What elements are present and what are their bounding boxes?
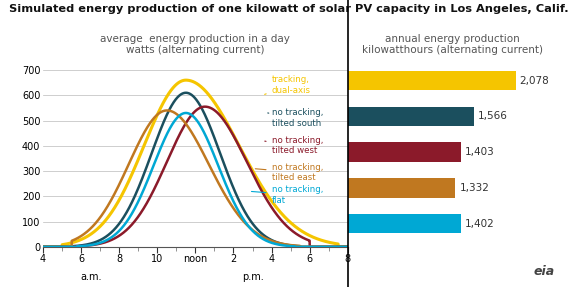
Text: tracking,
dual-axis: tracking, dual-axis xyxy=(264,75,310,95)
Text: 1,332: 1,332 xyxy=(459,183,489,193)
Text: a.m.: a.m. xyxy=(80,272,101,282)
Bar xyxy=(348,178,455,198)
Text: Simulated energy production of one kilowatt of solar PV capacity in Los Angeles,: Simulated energy production of one kilow… xyxy=(9,4,568,14)
Bar xyxy=(348,106,474,126)
Bar xyxy=(348,142,461,162)
Text: no tracking,
tilted west: no tracking, tilted west xyxy=(264,136,323,156)
Bar xyxy=(348,71,516,90)
Text: noon: noon xyxy=(183,272,208,282)
Title: annual energy production
kilowatthours (alternating current): annual energy production kilowatthours (… xyxy=(362,34,543,55)
Title: average  energy production in a day
watts (alternating current): average energy production in a day watts… xyxy=(101,34,290,55)
Text: eia: eia xyxy=(534,265,555,278)
Text: no tracking,
flat: no tracking, flat xyxy=(251,185,323,205)
Text: no tracking,
tilted east: no tracking, tilted east xyxy=(255,163,323,182)
Text: 2,078: 2,078 xyxy=(520,76,549,86)
Text: p.m.: p.m. xyxy=(242,272,263,282)
Text: 1,402: 1,402 xyxy=(465,219,494,228)
Text: no tracking,
tilted south: no tracking, tilted south xyxy=(268,108,323,128)
Text: 1,566: 1,566 xyxy=(478,111,508,121)
Bar xyxy=(348,214,461,233)
Text: 1,403: 1,403 xyxy=(465,147,495,157)
